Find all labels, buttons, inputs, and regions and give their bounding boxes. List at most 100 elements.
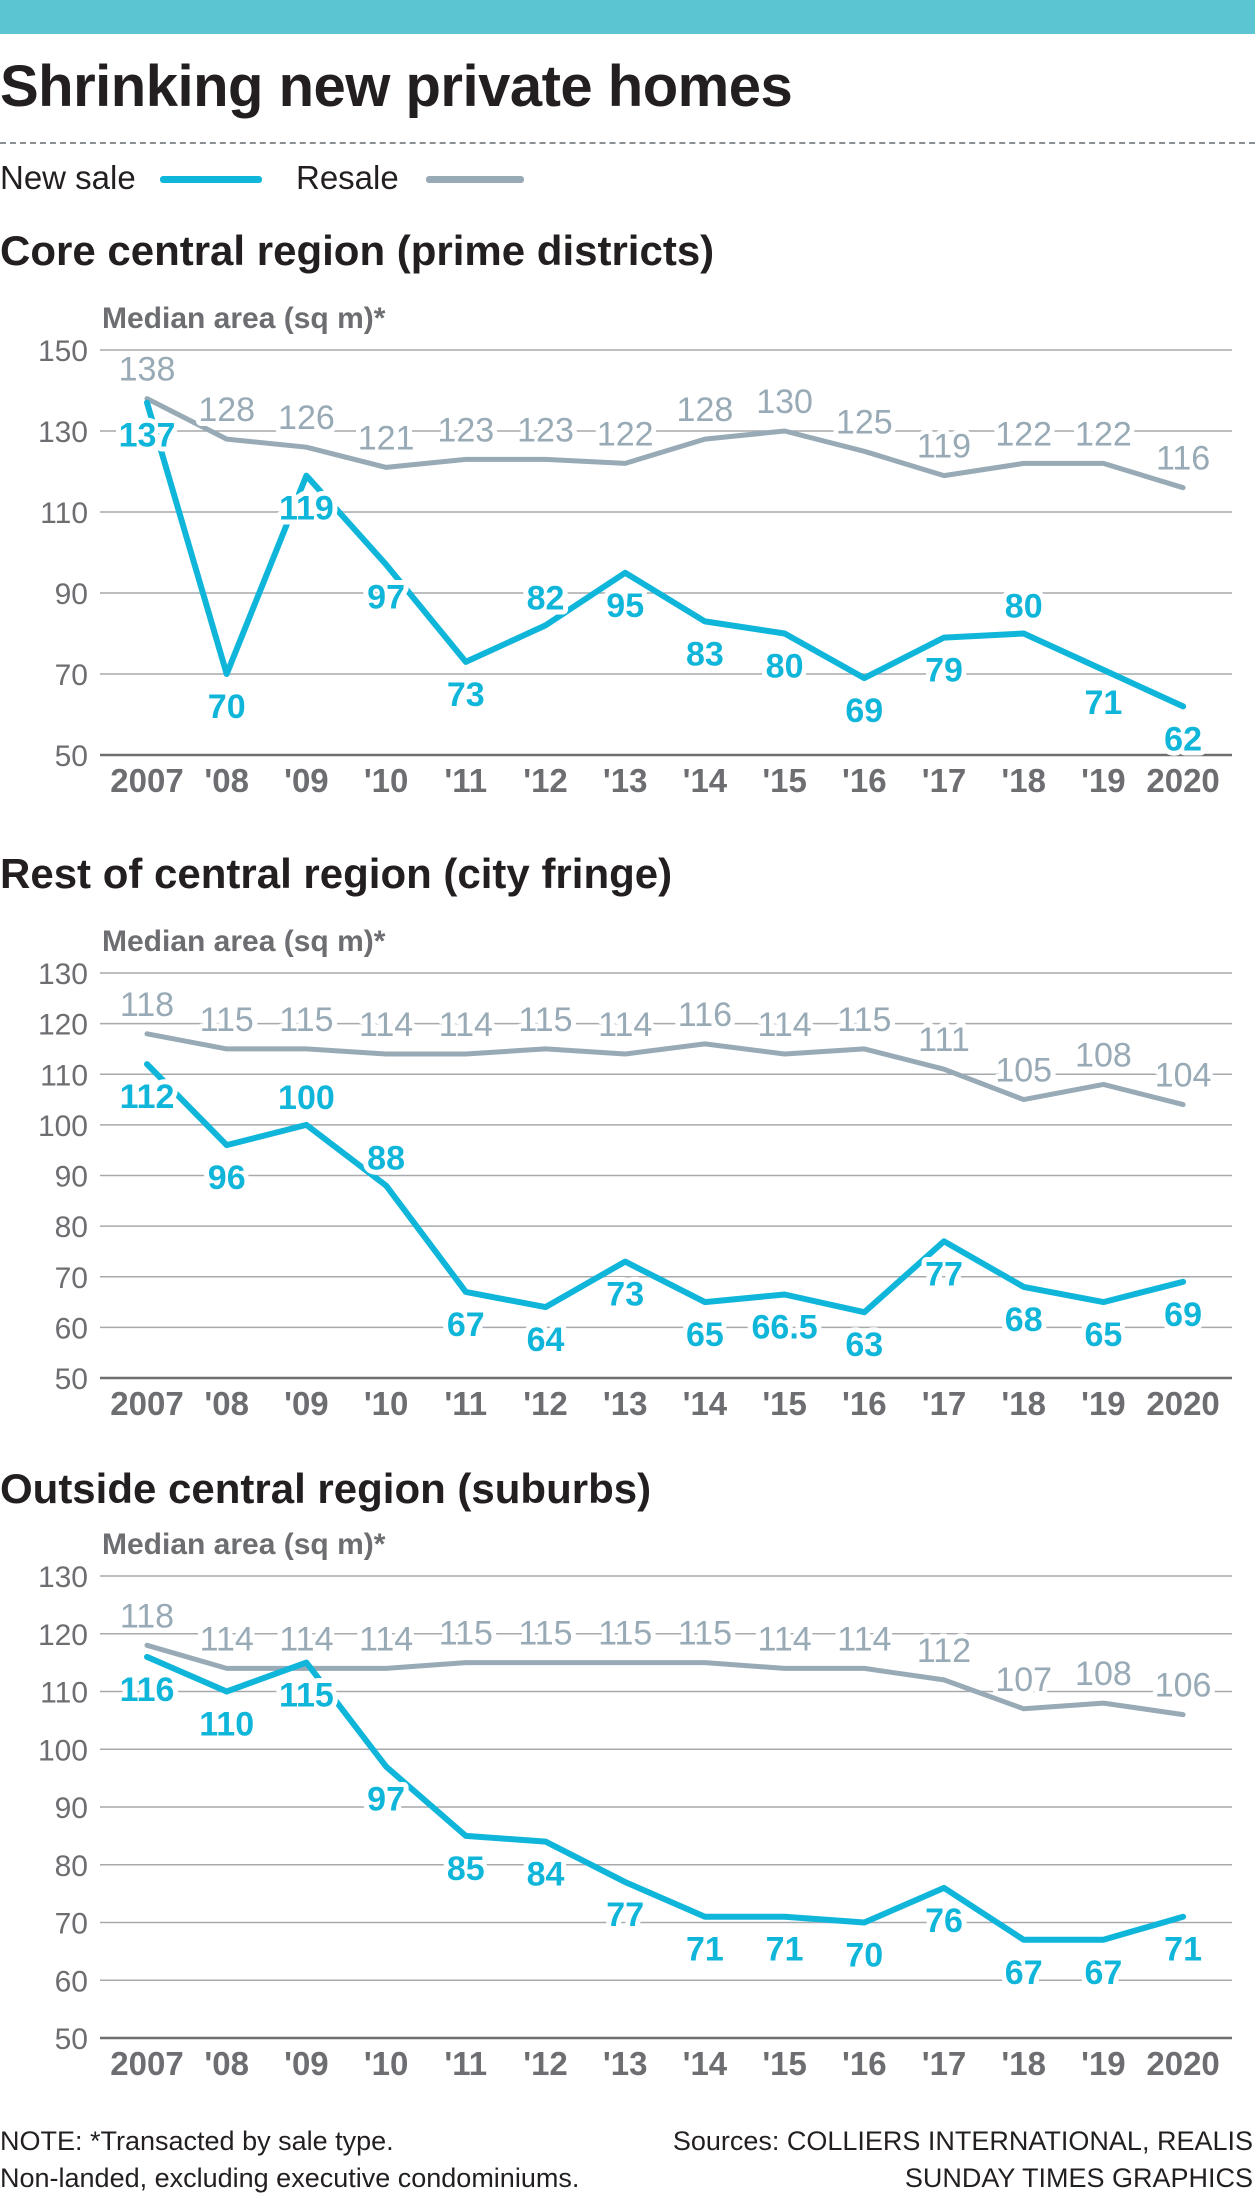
resale-data-label: 108 [1075, 1036, 1132, 1074]
x-tick-label: '18 [1001, 1385, 1046, 1422]
x-tick-label: '19 [1081, 2045, 1126, 2082]
x-tick-label: '19 [1081, 762, 1126, 799]
resale-data-label: 114 [757, 1620, 811, 1658]
new-sale-line [144, 1061, 1187, 1316]
new-sale-data-label: 80 [766, 648, 804, 686]
x-tick-label: '14 [683, 762, 728, 799]
new-sale-data-label: 110 [199, 1706, 254, 1744]
resale-data-label: 111 [918, 1021, 970, 1059]
sources-credit: Sources: COLLIERS INTERNATIONAL, REALIS [672, 2126, 1253, 2156]
new-sale-data-label: 62 [1164, 720, 1202, 758]
resale-data-label: 118 [120, 1597, 174, 1635]
x-tick-label: '17 [922, 1385, 967, 1422]
resale-data-label: 114 [439, 1006, 493, 1044]
page-title: Shrinking new private homes [0, 54, 793, 119]
y-tick-label: 130 [38, 416, 88, 449]
x-tick-label: '10 [364, 1385, 409, 1422]
new-sale-data-label: 68 [1005, 1301, 1043, 1339]
new-sale-data-label: 95 [606, 587, 644, 625]
resale-data-label: 115 [518, 1001, 572, 1039]
x-tick-label: 2020 [1146, 762, 1219, 799]
resale-data-label: 114 [598, 1006, 652, 1044]
x-tick-label: 2007 [110, 2045, 183, 2082]
y-tick-label: 50 [55, 1363, 88, 1396]
new-sale-data-label: 77 [925, 1255, 963, 1293]
x-tick-label: '15 [762, 762, 807, 799]
y-tick-label: 120 [38, 1009, 88, 1042]
resale-data-label: 116 [678, 996, 732, 1034]
x-tick-label: '17 [922, 762, 967, 799]
x-tick-label: '12 [523, 762, 568, 799]
new-sale-data-label: 80 [1005, 588, 1043, 626]
resale-data-label: 122 [995, 415, 1052, 453]
new-sale-data-label: 76 [925, 1902, 963, 1940]
new-sale-data-label: 96 [208, 1159, 246, 1197]
x-tick-label: 2007 [110, 762, 183, 799]
chart-core-central: 50 70 90 110 130 150 Median area (sq m)* 2007 '0… [38, 302, 1232, 799]
y-tick-label: 100 [38, 1734, 88, 1767]
x-tick-label: '19 [1081, 1385, 1126, 1422]
new-sale-data-label: 67 [447, 1306, 485, 1344]
x-tick-label: '17 [922, 2045, 967, 2082]
chart-suburbs: 50 60 70 80 90 100 110 120 130 Median area (sq m)… [38, 1528, 1232, 2082]
y-axis-title: Median area (sq m)* [102, 925, 386, 958]
new-sale-data-label: 97 [367, 579, 405, 617]
legend-label-resale: Resale [296, 159, 399, 196]
resale-data-label: 114 [837, 1620, 891, 1658]
x-tick-label: '10 [364, 762, 409, 799]
new-sale-data-label: 71 [1164, 1931, 1202, 1969]
resale-line [144, 396, 1186, 491]
resale-data-label: 115 [837, 1001, 891, 1039]
resale-data-label: 122 [597, 415, 654, 453]
y-tick-label: 50 [55, 2023, 88, 2056]
y-tick-label: 50 [55, 740, 88, 773]
new-sale-data-label: 77 [606, 1896, 644, 1934]
y-tick-label: 60 [55, 1965, 88, 1998]
resale-data-label: 108 [1075, 1655, 1132, 1693]
resale-data-label: 114 [359, 1620, 413, 1658]
x-tick-label: '09 [284, 2045, 329, 2082]
graphics-credit: SUNDAY TIMES GRAPHICS [904, 2163, 1253, 2193]
new-sale-data-label: 69 [845, 692, 883, 730]
x-tick-label: '10 [364, 2045, 409, 2082]
y-tick-label: 110 [40, 1059, 88, 1092]
new-sale-data-label: 119 [279, 490, 334, 528]
resale-data-label: 112 [917, 1632, 971, 1670]
legend-swatch-new-sale [160, 176, 262, 183]
y-tick-label: 70 [55, 659, 88, 692]
x-tick-label: '13 [603, 2045, 648, 2082]
new-sale-data-label: 84 [527, 1856, 565, 1894]
new-sale-line [144, 1653, 1187, 1943]
new-sale-data-label: 71 [766, 1931, 804, 1969]
x-tick-label: '13 [603, 762, 648, 799]
x-tick-label: '12 [523, 1385, 568, 1422]
legend-label-new-sale: New sale [0, 159, 136, 196]
resale-data-label: 107 [995, 1661, 1052, 1699]
title-divider [0, 142, 1255, 144]
resale-data-label: 115 [439, 1615, 493, 1653]
top-color-bar [0, 0, 1255, 34]
legend: New sale Resale [0, 158, 700, 198]
panel-title-core-central: Core central region (prime districts) [0, 227, 715, 274]
resale-data-label: 126 [278, 399, 335, 437]
new-sale-data-label: 70 [845, 1937, 883, 1975]
y-tick-label: 150 [38, 335, 88, 368]
x-tick-label: '08 [204, 1385, 249, 1422]
resale-data-label: 114 [200, 1620, 254, 1658]
new-sale-data-label: 82 [527, 579, 565, 617]
resale-data-label: 115 [279, 1001, 333, 1039]
new-sale-data-label: 67 [1005, 1954, 1043, 1992]
resale-data-label: 116 [1156, 440, 1210, 478]
legend-swatch-resale [426, 176, 524, 183]
new-sale-data-label: 83 [686, 635, 724, 673]
panel-title-suburbs: Outside central region (suburbs) [0, 1465, 652, 1512]
resale-data-label: 121 [358, 419, 415, 457]
resale-data-label: 114 [757, 1006, 811, 1044]
resale-data-label: 114 [359, 1006, 413, 1044]
resale-data-label: 105 [995, 1052, 1052, 1090]
new-sale-data-label: 69 [1164, 1296, 1202, 1334]
footnote-line-1: NOTE: *Transacted by sale type. [0, 2126, 394, 2156]
y-tick-label: 90 [55, 578, 88, 611]
footnote-line-2: Non-landed, excluding executive condomin… [0, 2163, 580, 2193]
new-sale-data-label: 65 [1084, 1316, 1122, 1354]
